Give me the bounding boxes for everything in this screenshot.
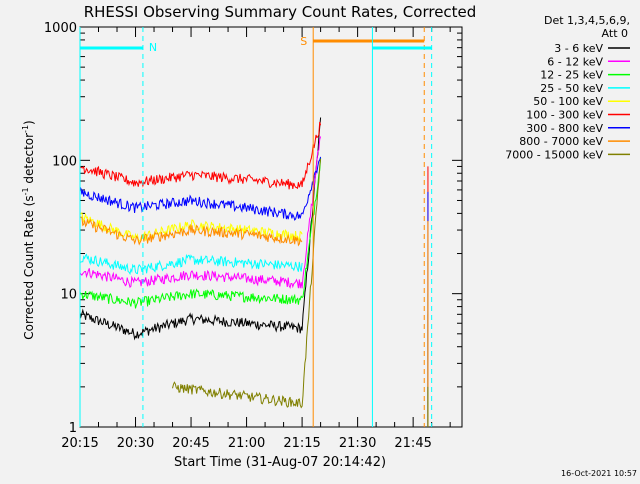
legend-label: 6 - 12 keV [547,55,603,68]
y-tick-label: 1000 [44,21,77,36]
series-line [79,157,322,309]
legend-header: Det 1,3,4,5,6,9, [544,14,630,27]
series-line [79,212,303,243]
y-axis-label: Corrected Count Rate (s-1 detector-1) [21,120,36,339]
legend-label: 3 - 6 keV [554,42,603,55]
x-tick-label: 20:15 [61,436,98,451]
series-line [79,253,303,276]
legend-label: 7000 - 15000 keV [505,148,603,161]
legend-label: 50 - 100 keV [533,95,603,108]
series-line [79,117,322,341]
legend-label: 800 - 7000 keV [519,135,603,148]
x-tick-label: 21:45 [394,436,431,451]
series-line [79,121,322,190]
legend-label: 25 - 50 keV [540,82,603,95]
x-tick-label: 21:15 [283,436,320,451]
series-line [79,156,322,221]
night-label: N [149,41,157,54]
x-tick-label: 21:30 [339,436,376,451]
series-line [79,216,303,247]
saa-label: S [300,35,307,48]
y-tick-label: 1 [69,421,77,436]
x-axis-label: Start Time (31-Aug-07 20:14:42) [174,455,386,470]
legend-label: 100 - 300 keV [526,109,603,122]
x-tick-label: 20:30 [117,436,154,451]
legend-label: 300 - 800 keV [526,122,603,135]
series-line [79,136,322,289]
legend-label: 12 - 25 keV [540,69,603,82]
chart-title: RHESSI Observing Summary Count Rates, Co… [84,3,477,21]
y-tick-label: 10 [60,288,77,303]
series-line [172,158,322,409]
legend-header-att: Att 0 [602,27,628,40]
x-tick-label: 21:00 [228,436,265,451]
footer-date: 16-Oct-2021 10:57 [561,469,637,478]
y-tick-label: 100 [52,154,77,169]
x-tick-label: 20:45 [172,436,209,451]
